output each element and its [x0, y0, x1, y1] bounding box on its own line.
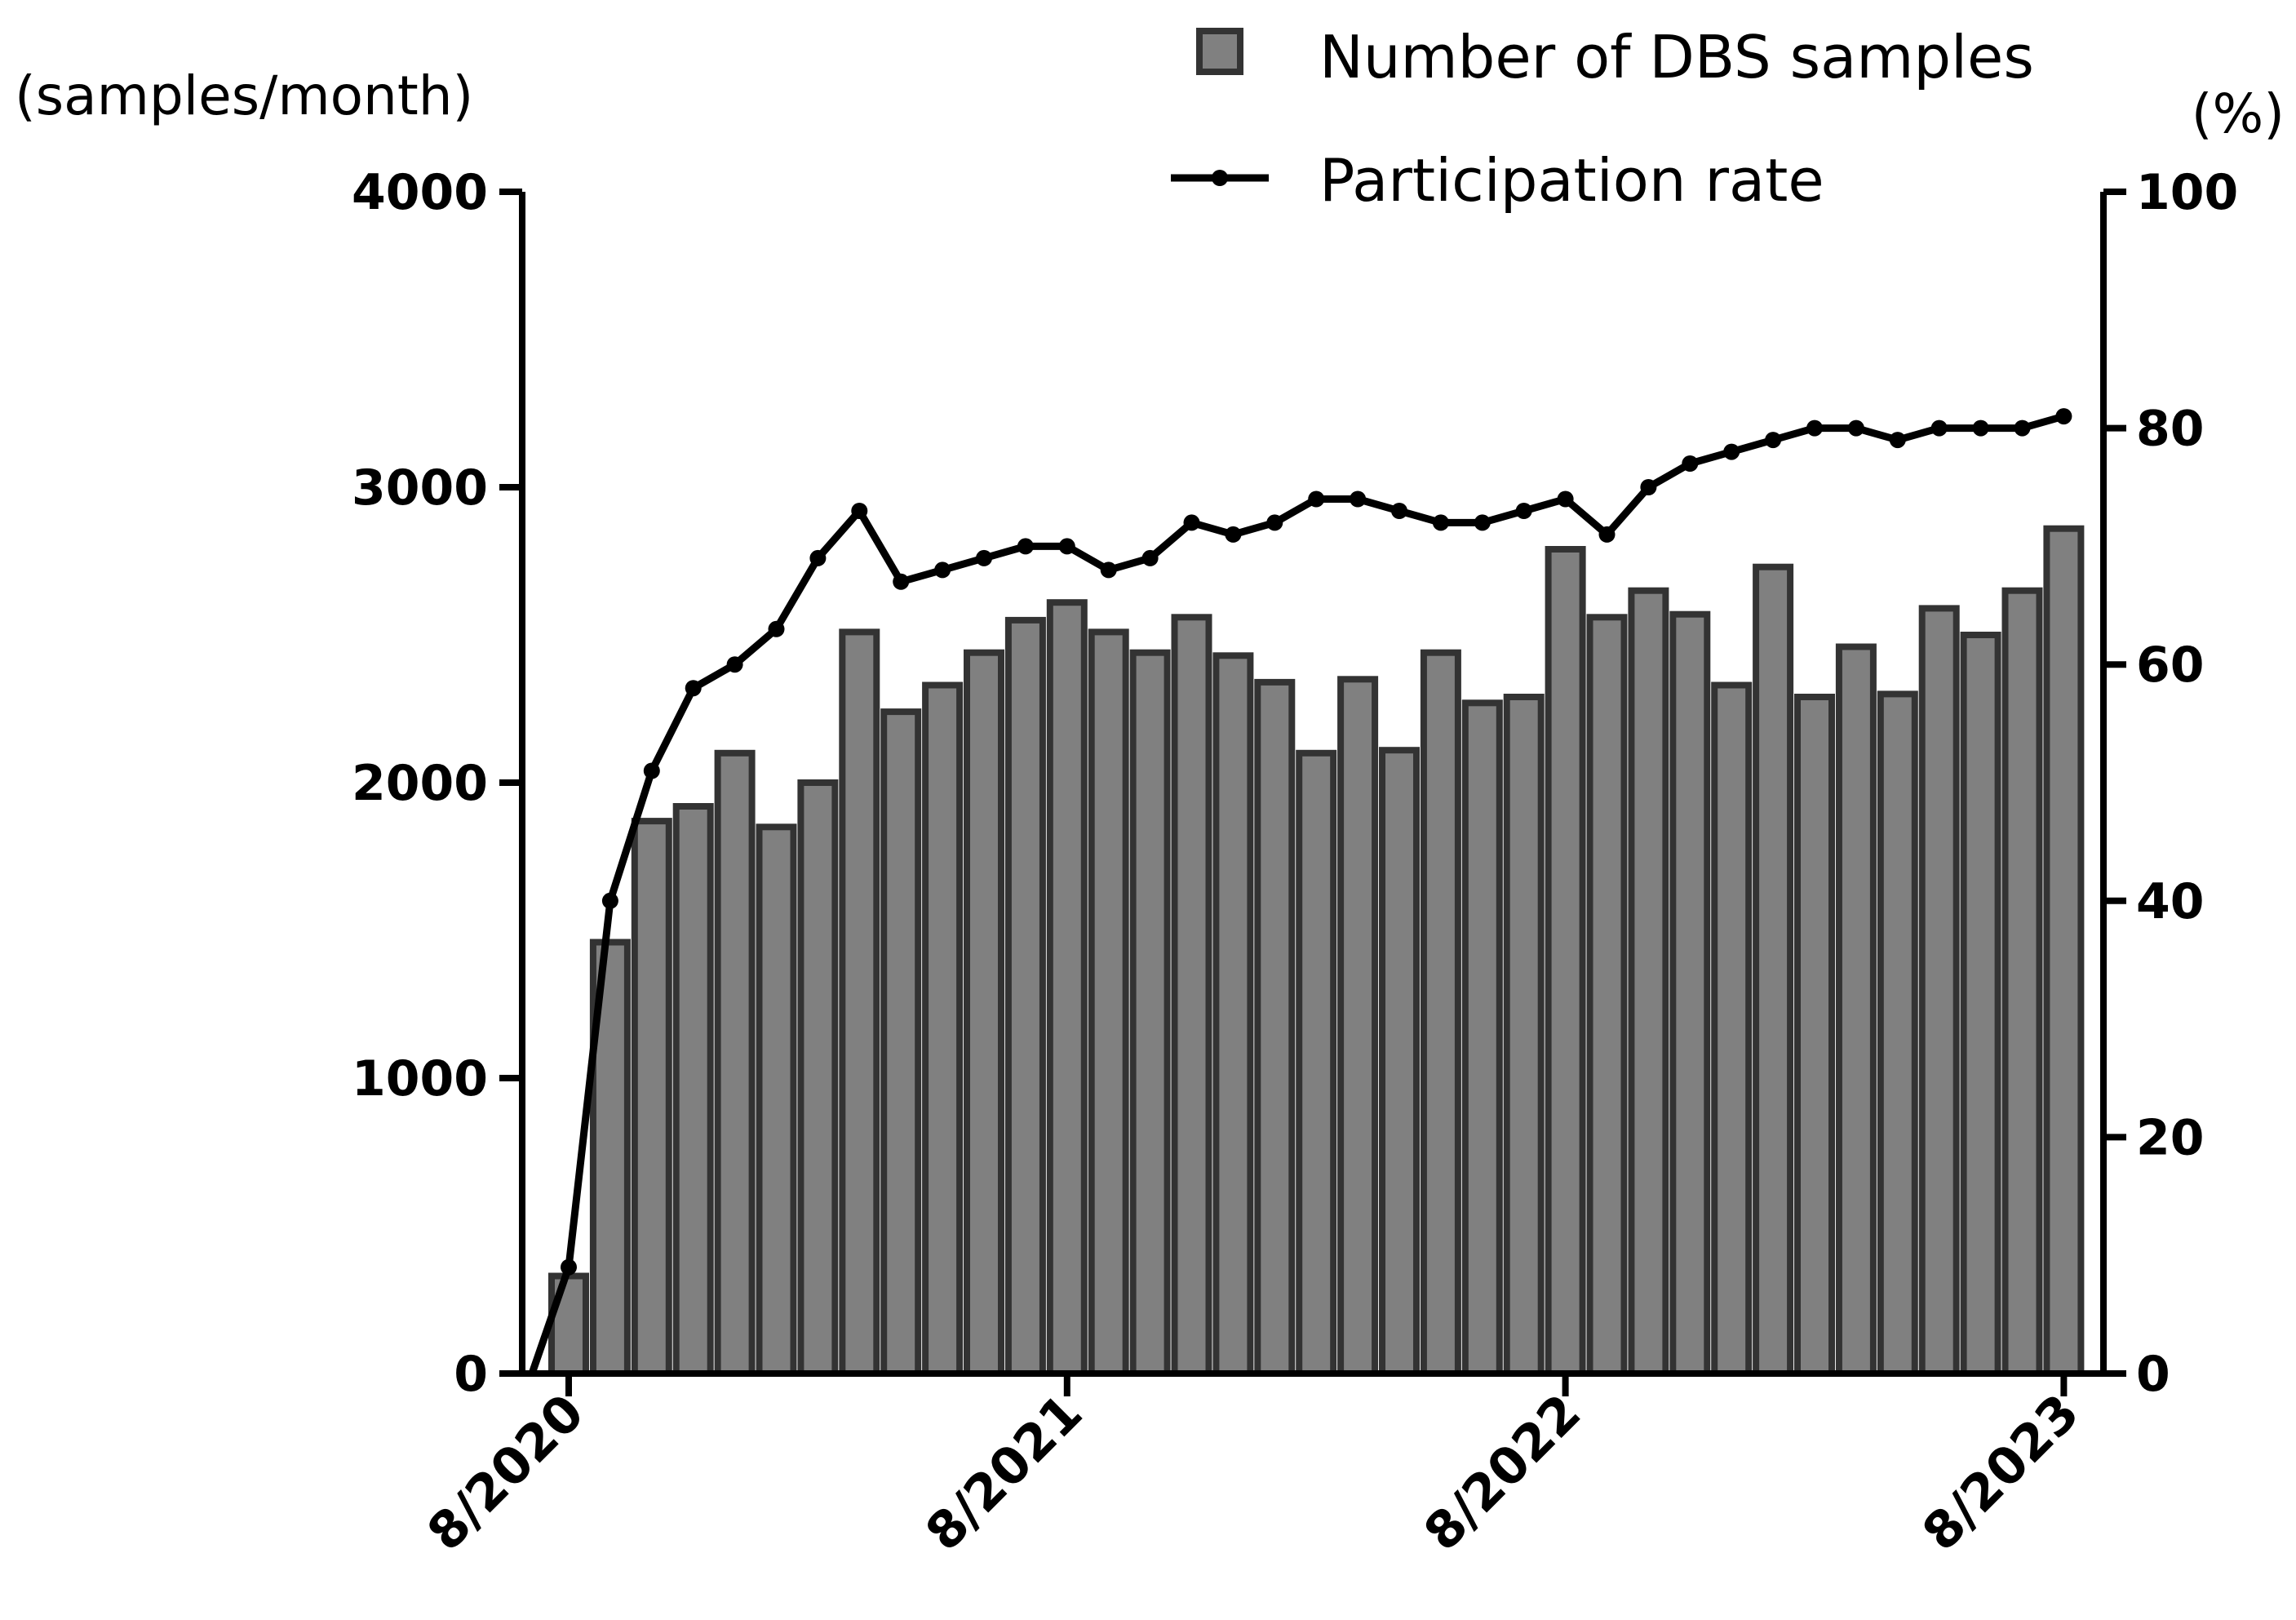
participation-point-8-2023: [2055, 408, 2072, 425]
bars-layer: [548, 525, 2085, 1378]
participation-point-8-2021: [1058, 538, 1075, 555]
participation-point-6-2022: [1474, 514, 1491, 531]
bar-dbs-samples-7-2022: [1503, 694, 1545, 1377]
legend-line-marker: [1212, 170, 1228, 186]
x-tick-label-8-2023: 8/2023: [1911, 1383, 2090, 1562]
right-tick-label-80: 80: [2136, 401, 2205, 458]
left-tick-label-0: 0: [454, 1346, 488, 1403]
participation-point-5-2021: [934, 561, 951, 579]
left-tick-label-1000: 1000: [352, 1050, 488, 1107]
bar-dbs-samples-1-2022: [1254, 678, 1296, 1377]
right-tick-label-20: 20: [2136, 1109, 2205, 1166]
participation-point-6-2023: [1972, 419, 1989, 437]
participation-point-10-2022: [1640, 479, 1657, 495]
participation-point-2-2021: [809, 549, 827, 566]
legend: Number of DBS samples Participation rate: [1171, 23, 2034, 215]
bar-dbs-samples-9-2022: [1586, 614, 1628, 1377]
participation-point-4-2021: [893, 573, 910, 590]
participation-point-5-2022: [1432, 514, 1449, 531]
bar-dbs-samples-4-2023: [1877, 690, 1918, 1377]
bar-dbs-samples-11-2020: [672, 803, 714, 1377]
legend-bar-swatch: [1196, 28, 1243, 75]
bar-dbs-samples-6-2022: [1461, 699, 1503, 1377]
bar-dbs-samples-4-2022: [1379, 747, 1420, 1377]
left-tick-label-2000: 2000: [352, 755, 488, 812]
participation-point-12-2021: [1225, 526, 1242, 543]
x-tick-label-8-2022: 8/2022: [1412, 1383, 1592, 1562]
participation-line-layer: [528, 408, 2072, 1375]
participation-point-1-2022: [1266, 514, 1283, 531]
bar-dbs-samples-2-2021: [797, 779, 839, 1377]
right-tick-label-0: 0: [2136, 1346, 2170, 1403]
bar-dbs-samples-7-2021: [1004, 616, 1046, 1377]
participation-point-9-2022: [1598, 526, 1616, 543]
participation-point-4-2022: [1391, 503, 1407, 519]
right-tick-label-40: 40: [2136, 873, 2205, 930]
bar-dbs-samples-2-2023: [1794, 694, 1835, 1377]
bar-dbs-samples-8-2023: [2043, 525, 2085, 1378]
left-axis-unit-label: (samples/month): [15, 64, 473, 127]
bar-dbs-samples-8-2021: [1046, 599, 1088, 1377]
participation-point-7-2023: [2014, 419, 2031, 437]
bar-dbs-samples-11-2022: [1669, 610, 1711, 1377]
participation-point-3-2022: [1350, 490, 1367, 508]
right-tick-label-100: 100: [2136, 164, 2238, 221]
participation-point-12-2020: [726, 656, 743, 673]
bar-dbs-samples-11-2021: [1171, 614, 1212, 1377]
left-tick-label-4000: 4000: [352, 164, 488, 221]
bar-dbs-samples-12-2021: [1212, 652, 1254, 1377]
bar-dbs-samples-1-2023: [1753, 563, 1794, 1377]
bar-dbs-samples-6-2023: [1960, 632, 2001, 1377]
bar-dbs-samples-10-2021: [1129, 649, 1171, 1377]
bar-dbs-samples-9-2021: [1088, 628, 1129, 1377]
left-tick-label-3000: 3000: [352, 459, 488, 517]
bar-dbs-samples-6-2021: [964, 649, 1004, 1377]
participation-point-10-2020: [643, 762, 660, 779]
participation-point-5-2023: [1930, 419, 1948, 437]
bar-dbs-samples-5-2022: [1420, 649, 1461, 1377]
participation-point-12-2022: [1723, 443, 1740, 460]
bar-dbs-samples-12-2022: [1711, 681, 1753, 1377]
bar-dbs-samples-4-2021: [880, 708, 922, 1377]
bar-dbs-samples-5-2023: [1918, 605, 1960, 1377]
bar-dbs-samples-7-2023: [2001, 587, 2043, 1377]
participation-point-6-2021: [976, 549, 992, 566]
right-tick-label-60: 60: [2136, 637, 2205, 694]
right-axis-unit-label: (%): [2192, 82, 2285, 145]
x-tick-label-8-2021: 8/2021: [914, 1383, 1093, 1562]
participation-point-2-2023: [1806, 419, 1823, 437]
participation-point-11-2021: [1183, 514, 1200, 531]
participation-point-9-2021: [1100, 561, 1117, 579]
bar-dbs-samples-12-2020: [714, 749, 756, 1377]
participation-point-4-2023: [1889, 432, 1906, 449]
bar-dbs-samples-3-2022: [1337, 676, 1379, 1377]
participation-point-1-2023: [1765, 432, 1782, 449]
bar-dbs-samples-5-2021: [922, 681, 964, 1377]
bar-dbs-samples-3-2021: [839, 628, 880, 1377]
participation-point-3-2023: [1847, 419, 1864, 437]
participation-point-11-2020: [685, 680, 702, 697]
participation-point-11-2022: [1682, 455, 1699, 472]
bar-dbs-samples-1-2021: [756, 823, 797, 1377]
participation-point-8-2020: [561, 1258, 577, 1276]
participation-point-9-2020: [601, 892, 618, 909]
x-tick-label-8-2020: 8/2020: [415, 1383, 595, 1562]
participation-point-3-2021: [851, 503, 868, 519]
participation-point-7-2021: [1017, 538, 1034, 555]
legend-line-label: Participation rate: [1319, 146, 1824, 215]
bar-dbs-samples-2-2022: [1296, 749, 1337, 1377]
participation-point-8-2022: [1557, 490, 1574, 508]
bar-dbs-samples-10-2020: [631, 818, 672, 1377]
participation-point-7-2022: [1515, 503, 1532, 519]
bar-dbs-samples-8-2020: [548, 1272, 589, 1377]
bar-dbs-samples-3-2023: [1835, 643, 1877, 1377]
bar-dbs-samples-10-2022: [1628, 587, 1669, 1377]
participation-point-1-2021: [768, 620, 785, 637]
participation-point-10-2021: [1141, 549, 1159, 566]
legend-bar-label: Number of DBS samples: [1319, 23, 2034, 91]
participation-point-2-2022: [1308, 490, 1325, 508]
bar-dbs-samples-8-2022: [1545, 546, 1586, 1377]
